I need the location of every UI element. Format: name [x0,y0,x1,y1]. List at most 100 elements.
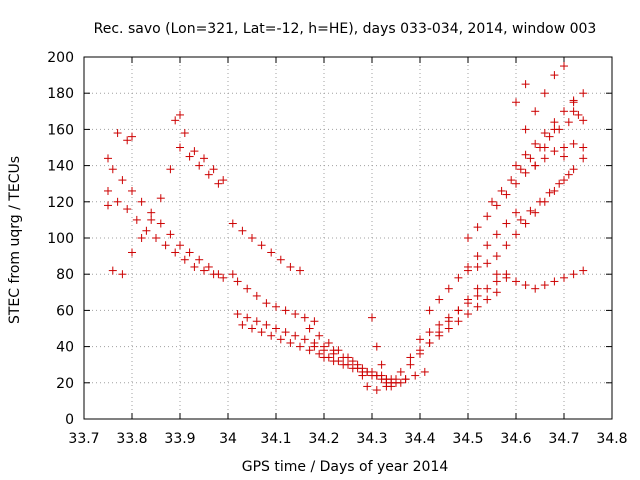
data-point [272,302,280,311]
data-point [454,306,463,315]
data-point [492,230,501,239]
data-point [550,147,559,156]
y-tick-label: 140 [47,159,74,175]
data-point [512,161,520,170]
data-point [531,284,540,293]
x-tick-labels: 33.7 33.8 33.9 34 34.1 34.2 34.3 34.4 34.5 34.6 34… [68,431,627,447]
x-tick-label: 34.6 [500,431,531,447]
x-tick-label: 34.2 [308,431,339,447]
data-point [166,165,175,174]
data-point [200,266,208,275]
data-point [252,317,261,326]
data-point [104,186,112,195]
data-point [492,252,501,261]
data-point [204,262,213,271]
x-tick-label: 34.7 [548,431,579,447]
data-point [320,353,328,362]
x-tick-label: 33.9 [164,431,195,447]
data-point [464,234,472,242]
data-point [579,89,588,98]
plot-frame [83,56,613,420]
data-point [473,262,482,271]
data-point [540,154,549,163]
data-point [512,179,520,188]
data-point [243,313,252,322]
data-point [156,194,165,203]
data-point [560,62,568,71]
data-point [171,116,180,125]
data-point [176,110,184,119]
data-point [128,186,136,195]
y-tick-label: 100 [47,231,74,247]
data-point [353,364,362,373]
data-point [540,143,549,152]
y-tick-label: 200 [47,50,74,66]
x-tick-label: 34.3 [356,431,387,447]
data-point [315,331,324,340]
x-tick-label: 34.5 [452,431,483,447]
data-point [176,241,184,250]
data-point [147,208,156,217]
x-axis-label: GPS time / Days of year 2014 [242,459,449,475]
data-point [363,367,372,376]
data-point [425,338,434,347]
data-point [363,382,372,391]
data-point [512,277,520,286]
data-point [257,328,266,337]
data-point [238,320,247,329]
data-point [555,179,564,188]
data-point [147,215,156,224]
data-point [560,143,568,152]
data-point [372,386,381,395]
data-point [156,219,165,228]
data-point [579,154,588,163]
data-point [550,125,559,134]
data-point [473,291,482,300]
data-point [579,116,588,125]
data-point [507,176,516,185]
data-point [137,197,146,206]
data-point [521,125,530,134]
data-point [492,288,501,297]
data-point [392,378,400,387]
data-point [444,313,453,322]
data-point [209,165,218,174]
data-point [569,107,578,116]
data-point [483,284,492,293]
data-point [329,357,338,366]
data-point [545,132,554,141]
data-point [483,212,492,221]
data-point [104,201,112,210]
data-point [219,273,228,282]
data-point [204,170,213,179]
data-point [416,346,424,355]
data-points [104,62,588,395]
data-point [560,176,568,185]
data-point [320,346,328,355]
data-point [473,284,482,293]
data-point [305,324,314,333]
data-point [257,241,266,250]
data-point [113,197,122,206]
data-point [406,353,415,362]
x-tick-label: 34.1 [260,431,291,447]
data-point [108,165,117,174]
y-tick-label: 40 [56,340,74,356]
data-point [248,324,256,333]
data-point [262,299,271,308]
data-point [214,179,223,188]
data-point [281,328,290,337]
data-point [579,143,588,152]
data-point [228,270,237,279]
data-point [243,284,252,293]
x-tick-label: 34.4 [404,431,435,447]
data-point [550,277,559,286]
data-point [483,259,492,268]
data-point [502,273,511,282]
data-point [171,248,180,257]
data-point [464,299,472,308]
x-tick-label: 33.7 [68,431,99,447]
data-point [209,270,218,279]
data-point [118,270,127,279]
